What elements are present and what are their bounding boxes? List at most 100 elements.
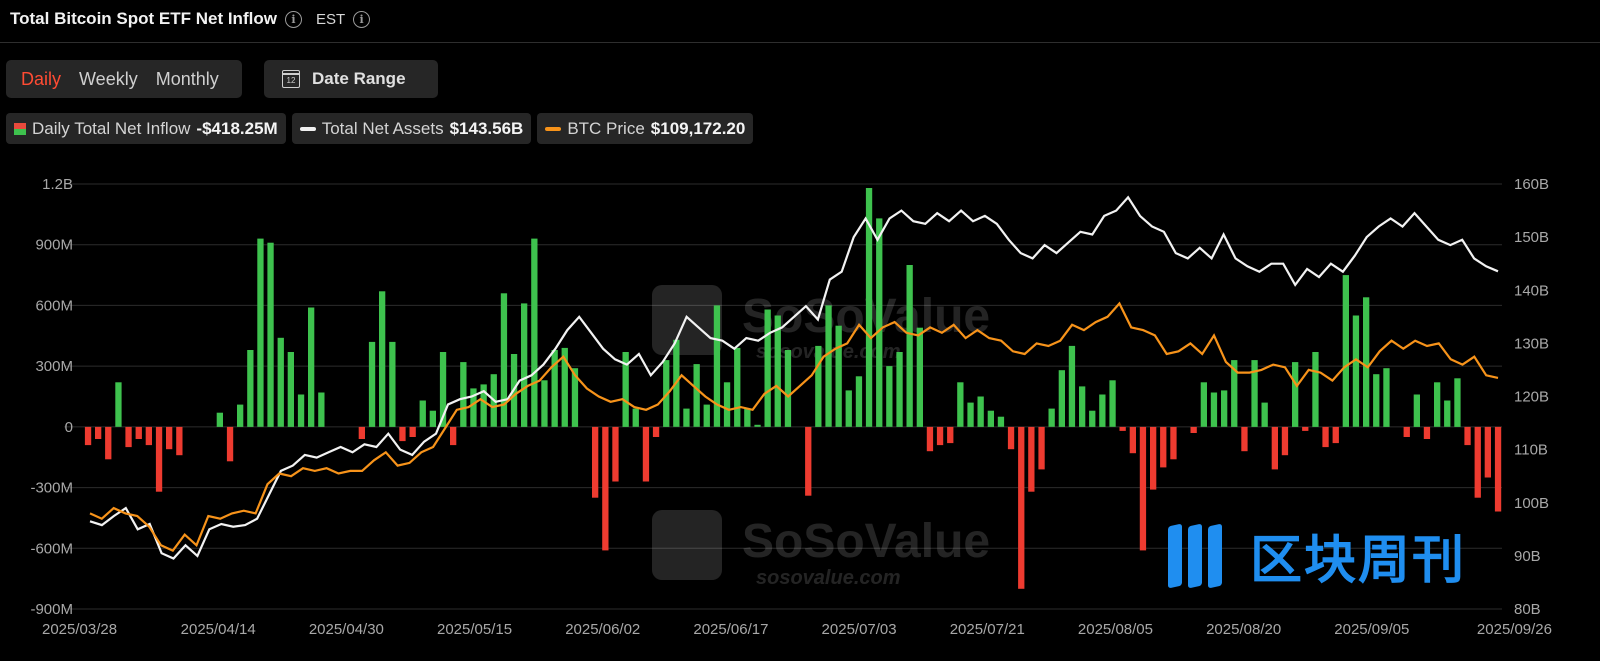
- inflow-bar: [876, 218, 883, 427]
- sosovalue-logo-icon-2: [652, 510, 722, 580]
- tab-weekly[interactable]: Weekly: [79, 68, 138, 89]
- legend-item-net-assets[interactable]: Total Net Assets $143.56B: [291, 113, 532, 144]
- calendar-icon: 12: [282, 70, 300, 88]
- grid-lines: [64, 183, 1502, 610]
- date-range-label: Date Range: [312, 69, 406, 88]
- x-tick-label: 2025/07/21: [950, 621, 1025, 638]
- inflow-bar: [1231, 360, 1238, 427]
- timezone-info-icon[interactable]: i: [353, 10, 371, 28]
- period-selector: Daily Weekly Monthly: [6, 60, 242, 98]
- left-tick-label: 900M: [35, 237, 73, 254]
- inflow-bar: [1312, 352, 1319, 427]
- inflow-bar: [865, 188, 873, 427]
- legend-item-btc-price[interactable]: BTC Price $109,172.20: [537, 113, 754, 144]
- legend: Daily Total Net Inflow -$418.25M Total N…: [6, 113, 754, 144]
- inflow-bar: [1281, 426, 1289, 456]
- info-icon[interactable]: i: [284, 10, 302, 28]
- btc-price-line: [89, 301, 1499, 552]
- x-tick-label: 2025/05/15: [437, 621, 512, 638]
- inflow-bar: [1018, 426, 1025, 589]
- inflow-bar: [115, 382, 122, 427]
- inflow-bar: [896, 352, 903, 427]
- left-tick-label: -300M: [30, 480, 73, 497]
- inflow-bar: [1494, 426, 1502, 512]
- inflow-bar: [257, 238, 264, 427]
- inflow-bar: [399, 426, 406, 442]
- inflow-bar: [906, 265, 913, 427]
- inflow-bar: [723, 382, 731, 427]
- inflow-bar: [957, 382, 964, 427]
- inflow-bar: [267, 242, 274, 427]
- inflow-bar: [1383, 368, 1390, 427]
- inflow-bar: [997, 416, 1005, 427]
- inflow-bar: [693, 364, 700, 427]
- inflow-bar: [1413, 394, 1420, 427]
- inflow-bar: [916, 327, 923, 427]
- watermark-url-2: sosovalue.com: [756, 567, 901, 589]
- inflow-bar: [318, 392, 325, 427]
- inflow-bar: [663, 360, 670, 427]
- tab-daily[interactable]: Daily: [21, 68, 62, 89]
- tab-monthly[interactable]: Monthly: [155, 68, 219, 89]
- inflow-bar: [754, 424, 761, 427]
- right-tick-label: 100B: [1514, 495, 1549, 512]
- inflow-bar: [409, 426, 416, 437]
- inflow-bar: [521, 303, 528, 427]
- inflow-bar: [734, 347, 741, 427]
- date-range-button[interactable]: 12 Date Range: [264, 60, 438, 98]
- inflow-bar: [439, 352, 447, 427]
- inflow-bar: [500, 293, 508, 427]
- sosovalue-logo-icon: [652, 285, 722, 355]
- inflow-bar: [845, 390, 852, 427]
- inflow-bar: [226, 426, 234, 462]
- inflow-bar: [1464, 426, 1471, 446]
- right-tick-label: 120B: [1514, 389, 1549, 406]
- x-tick-label: 2025/04/30: [309, 621, 384, 638]
- inflow-bar: [1058, 370, 1065, 427]
- inflow-bar: [1109, 380, 1116, 427]
- inflow-bar: [1170, 426, 1177, 460]
- inflow-bar: [480, 384, 487, 427]
- inflow-bar: [95, 426, 102, 439]
- inflow-bar: [1241, 426, 1248, 452]
- right-tick-label: 140B: [1514, 282, 1549, 299]
- x-axis: 2025/03/28 2025/04/14 2025/04/30 2025/05/15…: [42, 621, 1552, 638]
- cn-watermark: 区块周刊: [1168, 518, 1466, 593]
- header-divider: [0, 42, 1600, 43]
- inflow-bar: [1129, 426, 1136, 454]
- inflow-bar: [379, 291, 386, 427]
- inflow-bar: [1261, 402, 1268, 427]
- legend-label: Daily Total Net Inflow: [32, 118, 191, 138]
- left-tick-label: -900M: [30, 601, 73, 618]
- inflow-bar: [287, 352, 294, 427]
- inflow-bar: [1474, 426, 1481, 498]
- cn-brand-text: 区块周刊: [1250, 531, 1467, 591]
- inflow-bar: [1079, 386, 1086, 427]
- inflow-bar: [308, 307, 315, 427]
- inflow-bar: [784, 350, 792, 427]
- right-axis: 160B 150B 140B 130B 120B 110B 100B 90B 80B: [1514, 176, 1549, 618]
- inflow-bars: [84, 188, 1502, 589]
- inflow-bar: [764, 309, 771, 427]
- legend-item-net-inflow[interactable]: Daily Total Net Inflow -$418.25M: [6, 113, 286, 144]
- inflow-bar: [652, 426, 660, 437]
- inflow-bar: [1403, 426, 1410, 437]
- x-tick-label: 2025/06/02: [565, 621, 640, 638]
- inflow-bar: [297, 394, 305, 427]
- inflow-bar: [1454, 378, 1461, 427]
- inflow-bar: [1139, 426, 1147, 551]
- inflow-bar: [947, 426, 954, 444]
- right-tick-label: 110B: [1514, 442, 1548, 459]
- inflow-bar: [1119, 426, 1126, 431]
- inflow-bar: [835, 325, 842, 427]
- inflow-bar: [145, 426, 152, 446]
- inflow-bar: [622, 352, 629, 427]
- inflow-bar: [1423, 426, 1431, 439]
- watermark-brand-2: SoSoValue: [742, 515, 990, 568]
- inflow-bar: [358, 426, 365, 439]
- inflow-bar: [815, 345, 822, 427]
- inflow-bar: [926, 426, 934, 452]
- x-tick-label: 2025/03/28: [42, 621, 117, 638]
- inflow-bar: [84, 426, 92, 446]
- inflow-bar: [450, 426, 457, 446]
